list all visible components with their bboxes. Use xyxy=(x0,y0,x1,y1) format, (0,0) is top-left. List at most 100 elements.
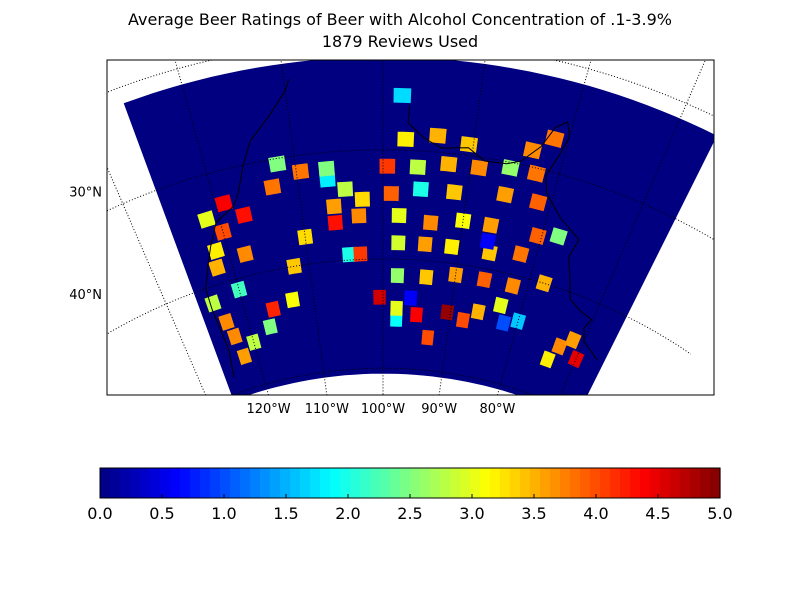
heatmap-cell xyxy=(529,193,548,212)
meridian-line xyxy=(559,60,706,395)
heatmap-cell xyxy=(327,214,343,231)
colorbar-swatch xyxy=(350,468,361,498)
colorbar-swatch xyxy=(360,468,371,498)
longitude-tick-label: 110°W xyxy=(305,402,349,417)
map-lines xyxy=(107,60,714,395)
heatmap-cell xyxy=(544,129,565,148)
heatmap-cell xyxy=(397,131,415,147)
heatmap-cell xyxy=(421,329,435,346)
colorbar-swatch xyxy=(370,468,381,498)
heatmap-cell xyxy=(208,258,226,277)
heatmap-cell xyxy=(479,232,497,250)
heatmap-cell xyxy=(410,307,423,323)
colorbar-swatch xyxy=(180,468,191,498)
colorbar-swatch xyxy=(590,468,601,498)
colorbar-swatch xyxy=(210,468,221,498)
heatmap-cell xyxy=(318,160,335,177)
colorbar-swatch xyxy=(480,468,491,498)
heatmap-cell xyxy=(429,127,447,144)
longitude-tick-label: 80°W xyxy=(480,402,516,417)
colorbar-swatch xyxy=(310,468,321,498)
heatmap-cell xyxy=(235,206,253,224)
colorbar-swatch xyxy=(460,468,471,498)
longitude-tick-label: 90°W xyxy=(421,402,457,417)
meridian-line xyxy=(174,60,270,395)
colorbar-tick-label: 0.0 xyxy=(87,504,112,523)
heatmap-cell xyxy=(535,274,553,293)
colorbar-swatch xyxy=(420,468,431,498)
colorbar-swatch xyxy=(690,468,701,498)
colorbar-swatch xyxy=(450,468,461,498)
heatmap-cell xyxy=(373,289,386,305)
colorbar-swatch xyxy=(510,468,521,498)
heatmap-cell xyxy=(496,186,515,204)
colorbar-swatch xyxy=(240,468,251,498)
colorbar-swatch xyxy=(340,468,351,498)
colorbar-swatch xyxy=(290,468,301,498)
colorbar-swatch xyxy=(430,468,441,498)
colorbar-tick-label: 1.0 xyxy=(211,504,236,523)
colorbar-swatch xyxy=(200,468,211,498)
heatmap-cell xyxy=(482,216,500,234)
heatmap-cell xyxy=(197,210,216,229)
colorbar-swatch xyxy=(600,468,611,498)
heatmap-cell xyxy=(444,238,460,255)
heatmap-cell xyxy=(214,194,233,213)
heatmap-cell xyxy=(495,314,512,332)
colorbar-swatch xyxy=(440,468,451,498)
colorbar-swatch xyxy=(190,468,201,498)
colorbar-swatch xyxy=(550,468,561,498)
colorbar-swatch xyxy=(150,468,161,498)
heatmap-cell xyxy=(268,155,287,173)
heatmap-cell xyxy=(390,268,405,284)
meridian-line xyxy=(107,165,207,395)
colorbar-swatch xyxy=(110,468,121,498)
heatmap-cell xyxy=(510,312,527,330)
heatmap-cell xyxy=(528,227,547,245)
colorbar-swatch xyxy=(670,468,681,498)
longitude-tick-label: 120°W xyxy=(246,402,290,417)
map-frame xyxy=(106,59,715,396)
heatmap-cells xyxy=(197,87,585,369)
heatmap-cell xyxy=(262,318,278,336)
heatmap-cell xyxy=(230,280,248,299)
colorbar-swatch xyxy=(330,468,341,498)
heatmap-cell xyxy=(391,235,406,251)
heatmap-cell xyxy=(391,208,407,224)
heatmap-cell xyxy=(383,186,399,202)
heatmap-cell xyxy=(539,350,556,369)
colorbar-swatch xyxy=(530,468,541,498)
heatmap-cell xyxy=(551,337,568,356)
colorbar-swatch xyxy=(520,468,531,498)
colorbar-swatch xyxy=(280,468,291,498)
heatmap-cell xyxy=(417,236,433,253)
heatmap-cell xyxy=(263,178,282,196)
colorbar-swatch xyxy=(700,468,711,498)
colorbar-swatch xyxy=(490,468,501,498)
heatmap-cell xyxy=(326,198,342,215)
colorbar-swatch xyxy=(500,468,511,498)
heatmap-cell xyxy=(390,300,403,316)
colorbar-tick-label: 5.0 xyxy=(707,504,732,523)
colorbar: 0.0 0.5 1.0 1.5 2.0 2.5 3.0 3.5 4.0 4.5 5.0 xyxy=(87,467,733,523)
heatmap-cell xyxy=(412,181,429,197)
colorbar-swatch xyxy=(140,468,151,498)
meridian-line xyxy=(496,60,592,395)
heatmap-cell xyxy=(564,330,582,350)
heatmap-cell xyxy=(404,290,418,306)
colorbar-tick-label: 1.5 xyxy=(273,504,298,523)
colorbar-swatch xyxy=(650,468,661,498)
heatmap-cell xyxy=(440,304,455,321)
colorbar-swatch xyxy=(250,468,261,498)
meridian-line xyxy=(438,60,486,395)
heatmap-cell xyxy=(379,158,396,174)
heatmap-cell xyxy=(207,241,225,260)
colorbar-swatch xyxy=(710,468,721,498)
heatmap-cell xyxy=(476,271,493,289)
heatmap-cell xyxy=(353,246,368,262)
heatmap-cell xyxy=(218,313,235,331)
heatmap-cell xyxy=(440,156,458,173)
heatmap-cell xyxy=(236,245,254,263)
heatmap-cell xyxy=(213,222,232,241)
